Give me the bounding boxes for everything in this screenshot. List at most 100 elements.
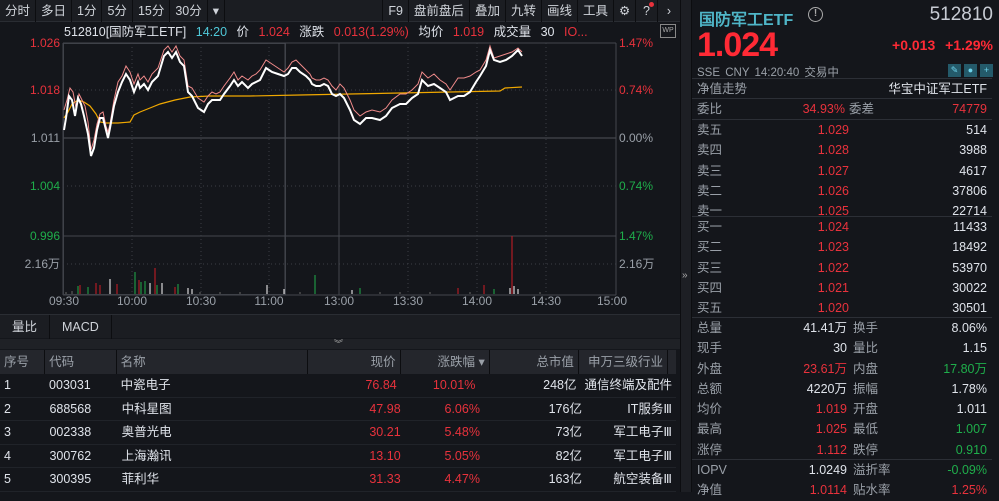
svg-text:2.16万: 2.16万	[25, 257, 60, 271]
table-row[interactable]: 1 003031 中瓷电子 76.84 10.01% 248亿 通信终端及配件	[0, 374, 676, 398]
row-pct: 10.01%	[432, 378, 476, 392]
asks-level[interactable]: 卖四 1.028 3988	[692, 140, 992, 160]
col-cap[interactable]: 总市值	[490, 350, 579, 374]
svg-text:14:30: 14:30	[531, 294, 561, 308]
stat-value: 4220万	[806, 381, 847, 396]
row-price: 30.21	[369, 425, 401, 439]
order-diff-value: 74779	[952, 102, 987, 116]
intraday-chart[interactable]: 1.026 1.018 1.011 1.004 0.996 2.16万 1.47…	[0, 36, 680, 314]
bids-level[interactable]: 买二 1.023 18492	[692, 237, 992, 257]
row-cap: 163亿	[548, 472, 582, 486]
bids-level[interactable]: 买四 1.021 30022	[692, 278, 992, 298]
tab-5min[interactable]: 5分	[102, 0, 133, 22]
tab-intraday[interactable]: 分时	[0, 0, 37, 22]
row-cap: 73亿	[555, 425, 582, 439]
price-value: 1.024	[258, 25, 290, 39]
wp-window-icon[interactable]: WP	[660, 24, 676, 38]
volume-bars	[77, 236, 519, 294]
order-ratio-section: 委比 34.93% 委差 74779	[692, 98, 992, 119]
tab-macd[interactable]: MACD	[50, 315, 112, 339]
pre-post-market-button[interactable]: 盘前盘后	[409, 0, 470, 22]
more-periods-dropdown-icon[interactable]: ▾	[208, 0, 226, 22]
table-row[interactable]: 2 688568 中科星图 47.98 6.06% 176亿 IT服务Ⅲ	[0, 398, 676, 421]
collapse-bar[interactable]: ︾	[0, 339, 680, 349]
svg-text:0.74%: 0.74%	[619, 179, 653, 193]
change-value: 0.013(1.29%)	[333, 25, 409, 39]
chart-info-bar: 512810[国防军工ETF] 14:20 价 1.024 涨跌 0.013(1…	[64, 23, 594, 41]
stat-label: 溢折率	[853, 463, 891, 477]
asks-level[interactable]: 卖二 1.026 37806	[692, 181, 992, 201]
row-pct: 5.48%	[444, 425, 480, 439]
nav-row[interactable]: 净值走势 华宝中证军工ETF	[692, 79, 992, 99]
overlay-button[interactable]: 叠加	[470, 0, 506, 22]
svg-text:13:30: 13:30	[393, 294, 423, 308]
alert-bell-icon[interactable]: ●	[964, 64, 977, 77]
svg-text:1.004: 1.004	[30, 179, 60, 193]
stat-row: 总量 41.41万 换手 8.06%	[692, 318, 992, 338]
tab-15min[interactable]: 15分	[133, 0, 171, 22]
asks-level[interactable]: 卖一 1.025 22714	[692, 201, 992, 221]
row-no: 5	[4, 472, 11, 486]
chart-toolbar: 分时 多日 1分 5分 15分 30分 ▾ F9 盘前盘后 叠加 九转 画线 工…	[0, 0, 680, 22]
row-pct: 5.05%	[444, 448, 480, 463]
table-row[interactable]: 3 002338 奥普光电 30.21 5.48% 73亿 军工电子Ⅲ	[0, 421, 676, 445]
avg-label: 均价	[418, 25, 444, 39]
info-icon[interactable]: !	[808, 7, 823, 22]
col-pct-label: 涨跌幅	[437, 355, 475, 369]
edit-pencil-icon[interactable]: ✎	[948, 64, 961, 77]
stat-value: 1.007	[955, 422, 987, 437]
stat-value: 41.41万	[803, 321, 847, 335]
stat-value: 0.910	[955, 442, 987, 457]
stat-row: 涨停 1.112 跌停 0.910	[692, 440, 992, 460]
stat-label: 量比	[853, 341, 879, 356]
f9-button[interactable]: F9	[383, 0, 409, 22]
stat-value: 1.0249	[808, 463, 847, 477]
row-pct: 4.47%	[444, 472, 480, 486]
cursor-time: 14:20	[195, 25, 228, 39]
stat-row: 总额 4220万 振幅 1.78%	[692, 379, 992, 399]
panel-divider[interactable]: »	[680, 0, 692, 492]
settings-gear-icon[interactable]: ⚙	[614, 0, 636, 22]
stat-value: 1.78%	[951, 381, 987, 396]
tab-30min[interactable]: 30分	[170, 0, 208, 22]
draw-line-button[interactable]: 画线	[542, 0, 578, 22]
row-price: 31.33	[369, 472, 401, 486]
row-name: 菲利华	[121, 472, 160, 486]
level-label: 卖五	[697, 123, 723, 137]
next-chevron-icon[interactable]: ›	[666, 4, 672, 18]
svg-text:1.011: 1.011	[31, 131, 60, 145]
bids-level[interactable]: 买五 1.020 30501	[692, 298, 992, 318]
tab-multiday[interactable]: 多日	[36, 0, 73, 22]
level-label: 买一	[697, 220, 723, 234]
col-code[interactable]: 代码	[45, 350, 117, 374]
svg-text:11:00: 11:00	[254, 294, 283, 308]
tab-volume-ratio[interactable]: 量比	[0, 315, 51, 339]
level-volume: 30022	[952, 280, 987, 295]
table-row[interactable]: 5 300395 菲利华 31.33 4.47% 163亿 航空装备Ⅲ	[0, 468, 676, 492]
asks-level[interactable]: 卖五 1.029 514	[692, 120, 992, 140]
expand-chevron-icon[interactable]: »	[682, 270, 688, 281]
add-watchlist-icon[interactable]: +	[980, 64, 993, 77]
stat-value: 1.025	[815, 422, 847, 437]
tab-1min[interactable]: 1分	[72, 0, 103, 22]
nine-turn-button[interactable]: 九转	[506, 0, 542, 22]
tools-button[interactable]: 工具	[578, 0, 614, 22]
col-name[interactable]: 名称	[117, 350, 308, 374]
etf-section: IOPV 1.0249 溢折率 -0.09% 净值 1.0114 贴水率 1.25%	[692, 459, 992, 501]
nav-trend-link[interactable]: 净值走势	[697, 82, 748, 96]
row-industry: IT服务Ⅲ	[627, 401, 672, 416]
col-no[interactable]: 序号	[0, 350, 46, 374]
col-pct[interactable]: 涨跌幅 ▾	[401, 350, 490, 374]
stat-label: 贴水率	[853, 483, 891, 498]
svg-text:09:30: 09:30	[49, 294, 79, 308]
bids-level[interactable]: 买一 1.024 11433	[692, 217, 992, 237]
asks-level[interactable]: 卖三 1.027 4617	[692, 161, 992, 181]
help-icon[interactable]: ?	[636, 0, 658, 22]
stat-row: 现手 30 量比 1.15	[692, 338, 992, 358]
market-status: SSE CNY 14:20:40 交易中	[697, 67, 839, 79]
table-row[interactable]: 4 300762 上海瀚讯 13.10 5.05% 82亿 军工电子Ⅲ	[0, 445, 676, 468]
row-pct: 6.06%	[444, 401, 480, 416]
bids-level[interactable]: 买三 1.022 53970	[692, 258, 992, 278]
col-industry[interactable]: 申万三级行业	[579, 350, 669, 374]
col-price[interactable]: 现价	[308, 350, 401, 374]
